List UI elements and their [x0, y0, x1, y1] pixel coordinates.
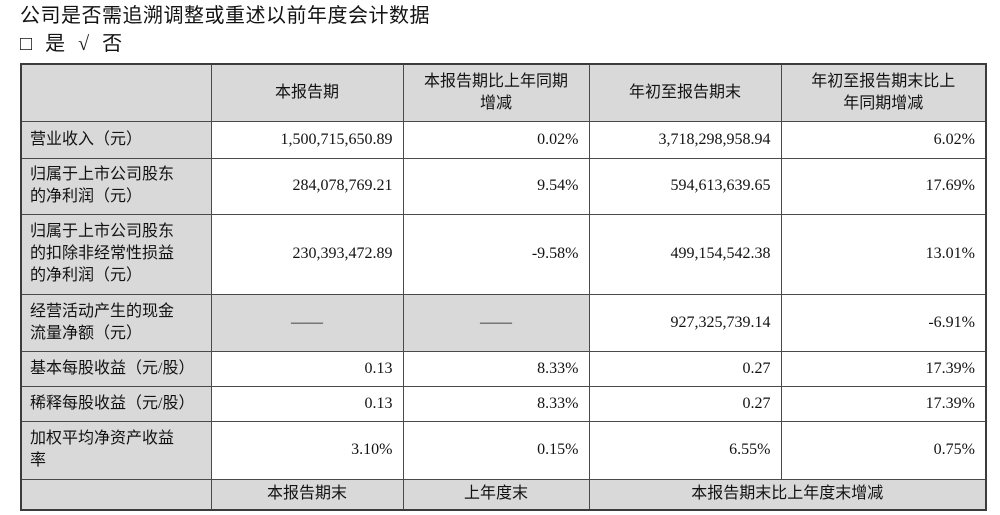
cell-current-change: 8.33% [402, 385, 590, 422]
cell-current: 0.13 [210, 350, 404, 387]
table-row: 稀释每股收益（元/股） 0.13 8.33% 0.27 17.39% [20, 385, 987, 422]
cell-ytd-change: 17.69% [780, 157, 987, 215]
cell-current-change: -9.58% [402, 213, 590, 295]
table-row: 归属于上市公司股东 的扣除非经常性损益 的净利润（元） 230,393,472.… [20, 213, 987, 295]
row-label: 加权平均净资产收益 率 [20, 420, 212, 480]
restatement-answer: □ 是 √ 否 [20, 30, 1000, 58]
no-label: 否 [102, 33, 123, 55]
cell-current-change-dash: —— [402, 293, 590, 352]
cell-current-change: 9.54% [402, 157, 590, 215]
cell-current: 3.10% [210, 420, 404, 480]
restatement-question: 公司是否需追溯调整或重述以前年度会计数据 [20, 5, 430, 27]
cell-ytd: 927,325,739.14 [588, 293, 782, 352]
cell-ytd-change: -6.91% [780, 293, 987, 352]
row-label: 归属于上市公司股东 的净利润（元） [20, 157, 212, 215]
table-header-row: 本报告期 本报告期比上年同期 增减 年初至报告期末 年初至报告期末比上 年同期增… [20, 63, 987, 122]
row-label: 稀释每股收益（元/股） [20, 385, 212, 422]
cell-ytd-change: 6.02% [780, 120, 987, 159]
cell-current-change: 0.02% [402, 120, 590, 159]
header-current-period: 本报告期 [210, 63, 404, 122]
cell-current: 284,078,769.21 [210, 157, 404, 215]
cell-ytd-change: 17.39% [780, 350, 987, 387]
cell-current: 0.13 [210, 385, 404, 422]
check-icon: √ [78, 33, 90, 55]
table-row: 营业收入（元） 1,500,715,650.89 0.02% 3,718,298… [20, 120, 987, 159]
table-row: 归属于上市公司股东 的净利润（元） 284,078,769.21 9.54% 5… [20, 157, 987, 215]
row-label: 归属于上市公司股东 的扣除非经常性损益 的净利润（元） [20, 213, 212, 295]
cell-ytd: 499,154,542.38 [588, 213, 782, 295]
table-row: 基本每股收益（元/股） 0.13 8.33% 0.27 17.39% [20, 350, 987, 387]
header-current-period-change: 本报告期比上年同期 增减 [402, 63, 590, 122]
table-footer-row: 本报告期末 上年度末 本报告期末比上年度末增减 [20, 478, 987, 511]
row-label: 基本每股收益（元/股） [20, 350, 212, 387]
table-row: 经营活动产生的现金 流量净额（元） —— —— 927,325,739.14 -… [20, 293, 987, 352]
unchecked-box-icon: □ [20, 33, 33, 55]
row-label: 营业收入（元） [20, 120, 212, 159]
cell-current-change: 0.15% [402, 420, 590, 480]
cell-current-change: 8.33% [402, 350, 590, 387]
cell-current-dash: —— [210, 293, 404, 352]
cell-ytd-change: 13.01% [780, 213, 987, 295]
financial-summary-table: 本报告期 本报告期比上年同期 增减 年初至报告期末 年初至报告期末比上 年同期增… [20, 63, 987, 511]
cell-current: 230,393,472.89 [210, 213, 404, 295]
cell-ytd: 3,718,298,958.94 [588, 120, 782, 159]
row-label: 经营活动产生的现金 流量净额（元） [20, 293, 212, 352]
cell-ytd: 0.27 [588, 350, 782, 387]
footer-prior-year-end: 上年度末 [402, 478, 590, 511]
cell-current: 1,500,715,650.89 [210, 120, 404, 159]
footer-period-end: 本报告期末 [210, 478, 404, 511]
cell-ytd: 6.55% [588, 420, 782, 480]
header-ytd: 年初至报告期末 [588, 63, 782, 122]
cell-ytd-change: 17.39% [780, 385, 987, 422]
table-row: 加权平均净资产收益 率 3.10% 0.15% 6.55% 0.75% [20, 420, 987, 480]
cell-ytd-change: 0.75% [780, 420, 987, 480]
header-ytd-change: 年初至报告期末比上 年同期增减 [780, 63, 987, 122]
header-empty-cell [20, 63, 212, 122]
footer-period-end-change: 本报告期末比上年度末增减 [588, 478, 987, 511]
cell-ytd: 0.27 [588, 385, 782, 422]
cell-ytd: 594,613,639.65 [588, 157, 782, 215]
footer-empty-cell [20, 478, 212, 511]
yes-label: 是 [45, 33, 66, 55]
